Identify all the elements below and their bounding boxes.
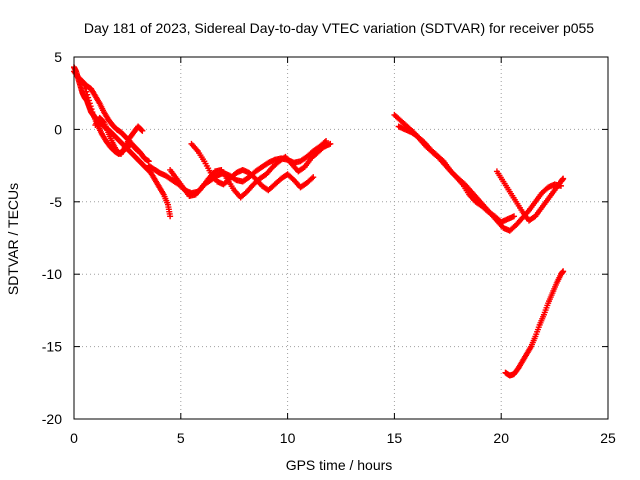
series-7 [188,140,317,194]
data-point [560,268,567,275]
series-4 [92,114,146,158]
data-point [327,140,334,147]
grid-lines [74,57,608,419]
x-tick-label: 15 [387,430,403,446]
data-point [308,175,315,182]
data-point [310,174,317,181]
y-tick-label: 0 [54,121,62,137]
tick-labels: 0 5 10 15 20 25 5 0 -5 -10 -15 -20 [42,49,616,446]
data-point [167,213,174,220]
y-tick-label: -10 [42,266,62,282]
x-tick-label: 10 [280,430,296,446]
x-tick-label: 25 [600,430,616,446]
data-point [88,106,95,113]
data-point [139,127,146,134]
series-10 [493,168,567,224]
data-point [84,91,91,98]
data-point [83,88,90,95]
y-axis-label: SDTVAR / TECUs [5,183,21,295]
data-point [138,126,145,133]
y-tick-label: 5 [54,49,62,65]
y-tick-label: -5 [50,194,63,210]
x-tick-label: 20 [493,430,509,446]
data-point [82,85,89,92]
data-point [86,100,93,107]
data-point [81,82,88,89]
chart-title: Day 181 of 2023, Sidereal Day-to-day VTE… [84,20,594,36]
axis-ticks [73,56,609,420]
series-6 [167,140,334,201]
series-11 [502,268,567,379]
plot-border [73,56,609,420]
data-point [89,109,96,116]
data-point [85,94,92,101]
y-tick-label: -15 [42,339,62,355]
x-axis-label: GPS time / hours [286,457,393,473]
data-point [560,175,567,182]
series-9 [395,123,518,226]
x-tick-label: 0 [70,430,78,446]
data-point [85,97,92,104]
y-tick-label: -20 [42,411,62,427]
data-point [87,103,94,110]
data-point [511,213,518,220]
data-points [71,64,567,379]
x-tick-label: 5 [177,430,185,446]
